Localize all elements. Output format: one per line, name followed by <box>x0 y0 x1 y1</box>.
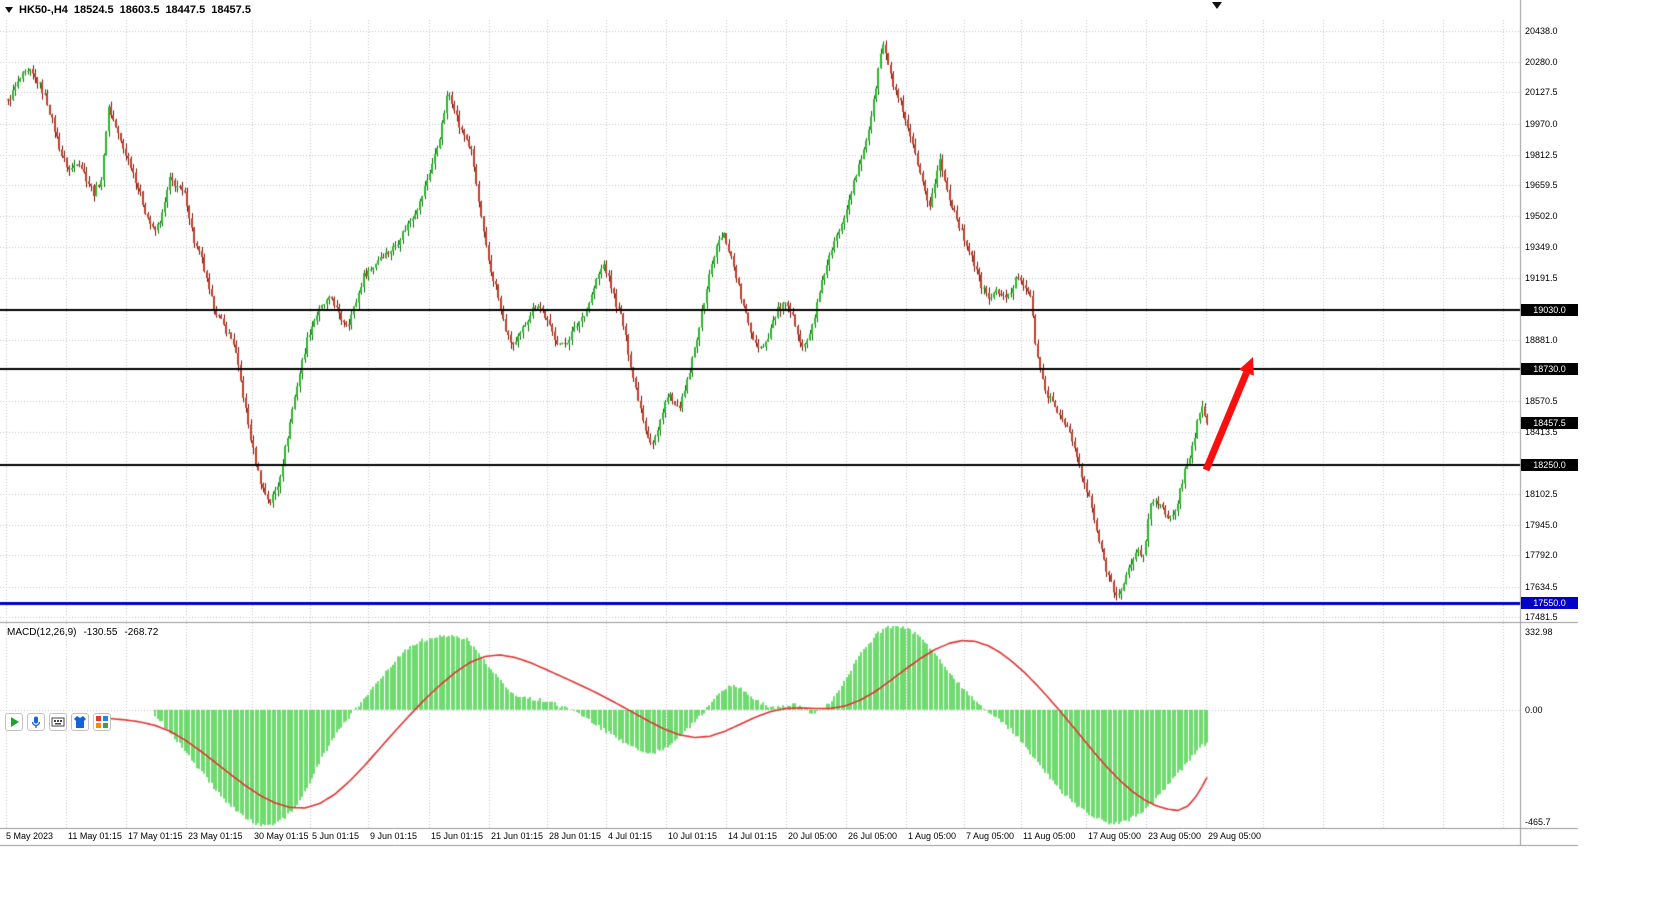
price-axis-label: 20127.5 <box>1525 87 1558 98</box>
ohlc-close: 18457.5 <box>211 4 251 16</box>
macd-axis-label: 0.00 <box>1525 704 1543 715</box>
time-axis-label: 23 Aug 05:00 <box>1148 831 1202 841</box>
price-axis-label: 19812.5 <box>1525 149 1558 160</box>
symbol-dropdown-icon[interactable] <box>5 7 13 13</box>
time-axis-label: 28 Jun 01:15 <box>549 831 602 841</box>
ohlc-open: 18524.5 <box>73 4 114 16</box>
time-axis-label: 17 May 01:15 <box>128 831 183 841</box>
symbol-info-bar: HK50-,H4 18524.5 18603.5 18447.5 18457.5 <box>5 4 251 16</box>
price-axis-label: 17792.0 <box>1525 550 1558 561</box>
microphone-icon[interactable] <box>27 713 45 731</box>
time-axis-label: 29 Aug 05:00 <box>1208 831 1262 841</box>
price-axis-label: 17481.5 <box>1525 611 1558 622</box>
price-axis-label: 18570.5 <box>1525 396 1558 407</box>
price-axis-label: 18413.5 <box>1525 427 1558 438</box>
time-axis-label: 14 Jul 01:15 <box>728 831 778 841</box>
time-axis-label: 5 Jun 01:15 <box>312 831 360 841</box>
time-axis-label: 17 Aug 05:00 <box>1088 831 1142 841</box>
play-icon[interactable] <box>5 713 23 731</box>
time-axis-label: 30 May 01:15 <box>254 831 309 841</box>
time-axis-label: 4 Jul 01:15 <box>608 831 653 841</box>
price-axis-label: 18102.5 <box>1525 488 1558 499</box>
time-axis-label: 7 Aug 05:00 <box>966 831 1015 841</box>
macd-name: MACD(12,26,9) <box>7 627 77 638</box>
time-axis-label: 11 Aug 05:00 <box>1023 831 1076 841</box>
chart-shift-marker <box>1212 2 1222 9</box>
time-axis-label: 21 Jun 01:15 <box>491 831 544 841</box>
price-axis-label: 19970.0 <box>1525 118 1558 129</box>
macd-indicator-label: MACD(12,26,9) -130.55 -268.72 <box>7 627 158 638</box>
time-axis-label: 23 May 01:15 <box>188 831 243 841</box>
time-axis-label: 9 Jun 01:15 <box>370 831 418 841</box>
time-axis-label: 15 Jun 01:15 <box>431 831 484 841</box>
floating-toolbar <box>5 713 111 731</box>
price-axis-label: 19659.5 <box>1525 180 1558 191</box>
symbol-period-label: HK50-,H4 <box>19 4 68 16</box>
price-tag-18250.0: 18250.0 <box>1521 458 1578 471</box>
macd-axis-label: 332.98 <box>1525 627 1553 637</box>
macd-axis-label: -465.7 <box>1525 817 1551 827</box>
price-tag-18730.0: 18730.0 <box>1521 363 1578 376</box>
tshirt-icon[interactable] <box>71 713 89 731</box>
ohlc-high: 18603.5 <box>119 4 160 16</box>
time-axis-label: 10 Jul 01:15 <box>668 831 718 841</box>
time-axis-label: 5 May 2023 <box>6 831 54 841</box>
color-grid-icon[interactable] <box>93 713 111 731</box>
price-axis-label: 20438.0 <box>1525 25 1558 36</box>
time-axis-label: 1 Aug 05:00 <box>908 831 957 841</box>
price-axis-label: 18881.0 <box>1525 334 1558 345</box>
macd-signal-value: -268.72 <box>124 627 159 638</box>
time-axis-label: 26 Jul 05:00 <box>848 831 898 841</box>
current-price-tag: 18457.5 <box>1521 417 1578 430</box>
price-axis-label: 19191.5 <box>1525 272 1558 283</box>
macd-current-value: -130.55 <box>83 627 118 638</box>
price-axis-label: 20280.0 <box>1525 57 1558 68</box>
price-axis-label: 17634.5 <box>1525 581 1558 592</box>
price-tag-17550.0: 17550.0 <box>1521 597 1578 610</box>
time-axis-label: 11 May 01:15 <box>68 831 122 841</box>
price-axis-label: 19349.0 <box>1525 241 1558 252</box>
price-axis-label: 17945.0 <box>1525 520 1558 531</box>
keyboard-icon[interactable] <box>49 713 67 731</box>
time-axis-label: 20 Jul 05:00 <box>788 831 838 841</box>
price-axis-label: 19502.0 <box>1525 211 1558 222</box>
ohlc-low: 18447.5 <box>165 4 206 16</box>
price-tag-19030.0: 19030.0 <box>1521 303 1578 316</box>
